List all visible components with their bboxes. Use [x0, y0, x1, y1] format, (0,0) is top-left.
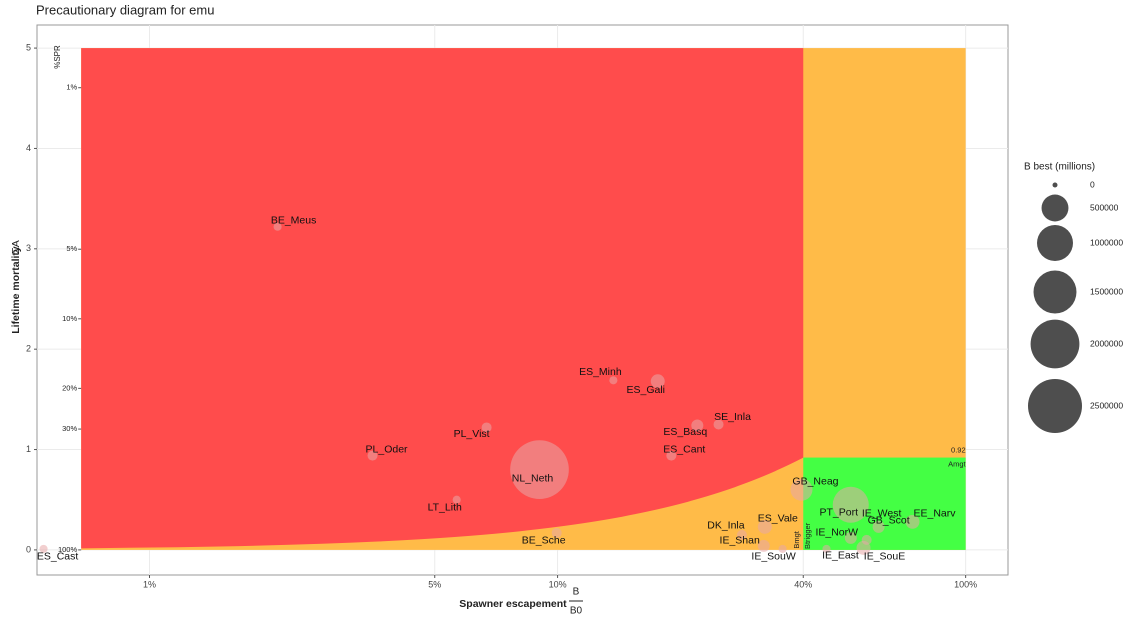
bubble: [905, 514, 920, 529]
point-label: BE_Meus: [271, 215, 317, 227]
x-label-denominator: B0: [570, 606, 583, 617]
bubble: [650, 374, 665, 389]
legend-label: 1000000: [1090, 237, 1123, 247]
point-label: PT_Port: [820, 507, 859, 519]
point-label: ES_Minh: [579, 366, 622, 378]
legend-label: 500000: [1090, 202, 1119, 212]
y-axis-symbol: ΣA: [10, 240, 22, 254]
bubble: [609, 376, 618, 385]
y-tick-label: 3: [26, 243, 31, 253]
y-tick-label: 2: [26, 344, 31, 354]
bubble: [844, 531, 857, 544]
legend-label: 2000000: [1090, 338, 1123, 348]
bubble: [856, 540, 871, 555]
spr-label: %SPR: [53, 45, 62, 69]
chart-title: Precautionary diagram for emu: [36, 2, 214, 17]
spr-tick-label: 100%: [58, 545, 78, 554]
bubble: [452, 495, 461, 504]
btrigger-label: Btrigger: [803, 522, 812, 549]
x-axis-label: Spawner escapement: [459, 598, 567, 610]
point-label: ES_Cast: [37, 551, 79, 563]
legend-title: B best (millions): [1024, 162, 1095, 173]
point-label: GB_Scot: [868, 515, 910, 527]
point-label: ES_Cant: [663, 443, 705, 455]
spr-tick-label: 10%: [62, 314, 77, 323]
bubble: [757, 539, 770, 552]
bubble: [510, 440, 569, 499]
point-label: EE_Narv: [914, 508, 957, 520]
x-tick-label: 100%: [954, 579, 977, 589]
x-tick-label: 10%: [549, 579, 567, 589]
bmgt-label: Bmgt: [792, 530, 801, 548]
bubble: [736, 529, 747, 540]
x-tick-label: 1%: [143, 579, 156, 589]
point-label: ES_Basq: [663, 426, 707, 438]
legend-bubble: [1037, 225, 1073, 261]
spr-tick-label: 20%: [62, 383, 77, 392]
point-label: SE_Inla: [714, 411, 751, 423]
bubble: [778, 544, 787, 553]
legend-bubble: [1028, 379, 1082, 433]
bubble: [872, 520, 885, 533]
point-label: NL_Neth: [512, 472, 554, 484]
y-axis-label: Lifetime mortality: [10, 246, 22, 334]
bubble: [713, 419, 724, 430]
point-label: LT_Lith: [428, 502, 462, 514]
bubble: [273, 222, 282, 231]
bubble: [757, 519, 772, 534]
legend-label: 2500000: [1090, 400, 1123, 410]
bubble: [367, 450, 378, 461]
spr-tick-label: 1%: [66, 83, 77, 92]
bubble: [551, 527, 562, 538]
point-label: IE_SouW: [751, 551, 795, 563]
point-label: IE_West: [862, 508, 902, 520]
x-tick-label: 40%: [794, 579, 812, 589]
red-region: [81, 48, 804, 549]
x-tick-label: 5%: [428, 579, 441, 589]
spr-tick-label: 30%: [62, 424, 77, 433]
y-tick-label: 4: [26, 143, 31, 153]
point-label: PL_Oder: [366, 443, 409, 455]
point-label: ES_Vale: [758, 513, 798, 525]
legend-label: 1500000: [1090, 286, 1123, 296]
legend-bubble: [1030, 319, 1080, 369]
amgt-label: Amgt: [948, 460, 966, 469]
y-tick-label: 5: [26, 42, 31, 52]
spr-tick-label: 5%: [66, 244, 77, 253]
bubble: [822, 544, 831, 553]
plot-area: [37, 25, 1008, 575]
point-label: IE_Shan: [720, 535, 760, 547]
point-label: GB_Neag: [792, 475, 838, 487]
point-label: IE_SouE: [864, 551, 905, 563]
point-label: BE_Sche: [522, 535, 566, 547]
legend-label: 0: [1090, 179, 1095, 189]
y-tick-label: 1: [26, 444, 31, 454]
bubble: [691, 419, 704, 432]
amgt-value: 0.92: [951, 446, 966, 455]
bubble: [832, 486, 869, 523]
green-region: [803, 457, 966, 550]
legend-bubble: [1052, 182, 1058, 188]
bubble: [666, 450, 677, 461]
point-label: ES_Gali: [626, 384, 665, 396]
point-label: IE_East: [822, 550, 859, 562]
legend-bubble: [1033, 270, 1077, 314]
y-tick-label: 0: [26, 544, 31, 554]
point-label: DK_Inla: [707, 520, 745, 532]
bubble: [39, 544, 48, 553]
bubble: [481, 422, 492, 433]
point-label: IE_NorW: [815, 527, 858, 539]
point-label: PL_Vist: [454, 428, 490, 440]
legend-bubble: [1041, 194, 1069, 222]
x-label-numerator: B: [573, 587, 580, 598]
bubble: [790, 478, 813, 501]
